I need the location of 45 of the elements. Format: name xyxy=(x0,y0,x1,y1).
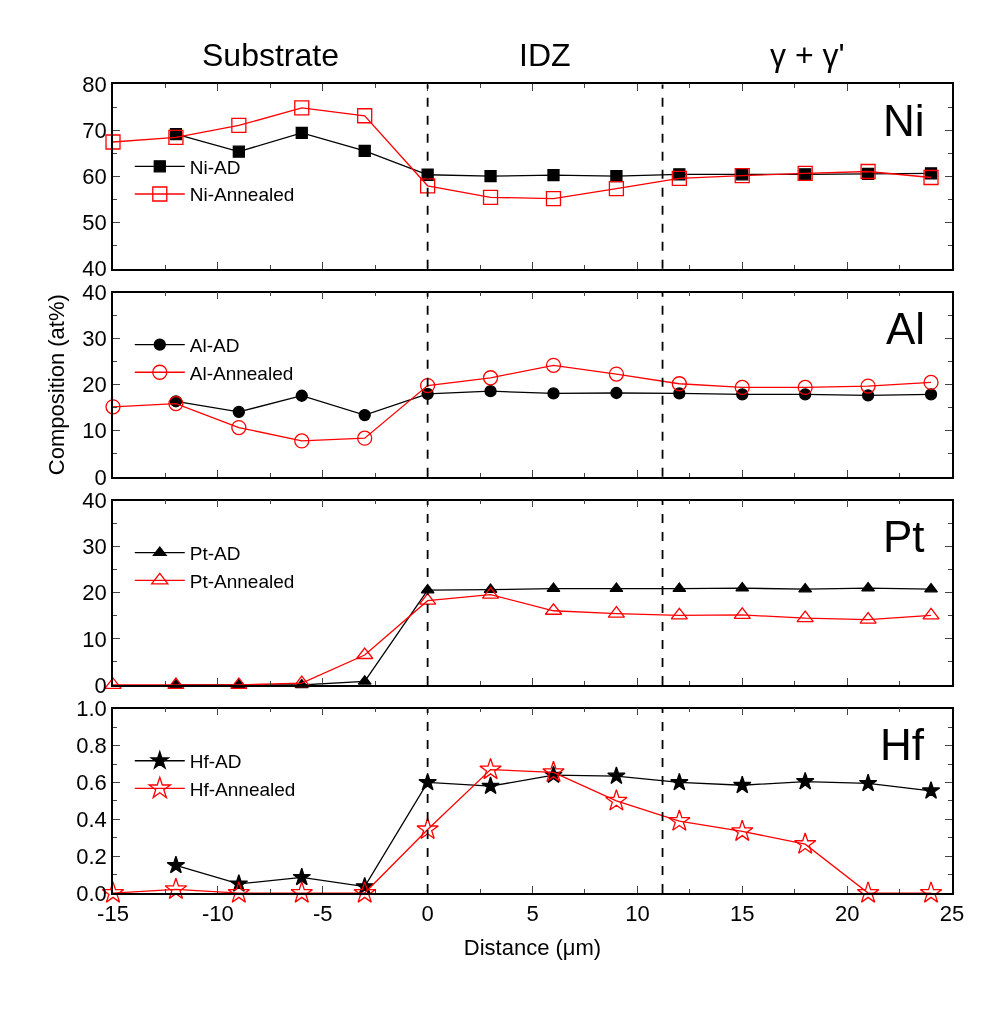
legend-label: Ni-AD xyxy=(189,156,241,178)
legend-label: Hf-Annealed xyxy=(189,778,296,800)
y-tick-label: 50 xyxy=(82,210,107,236)
y-tick-label: 10 xyxy=(82,626,107,652)
text: γ + γ' xyxy=(770,37,845,73)
annotation: Al xyxy=(886,304,926,353)
y-tick-label: 20 xyxy=(82,580,107,606)
legend-label: Ni-Annealed xyxy=(189,184,295,206)
text: IDZ xyxy=(519,37,571,73)
y-tick-label: 0.2 xyxy=(76,843,107,869)
y-tick-label: 40 xyxy=(82,488,107,514)
x-tick-label: -5 xyxy=(312,901,333,927)
y-tick-label: 30 xyxy=(82,534,107,560)
annotation: Pt xyxy=(883,512,925,561)
y-tick-label: 0.4 xyxy=(76,807,107,833)
annotation: Hf xyxy=(880,720,925,769)
y-axis-title: Composition (at%) xyxy=(43,294,69,476)
y-tick-label: 0 xyxy=(94,464,107,490)
x-tick-label: 20 xyxy=(834,901,860,927)
legend-label: Pt-Annealed xyxy=(189,570,295,592)
x-tick-label: -10 xyxy=(201,901,234,927)
x-tick-label: 0 xyxy=(421,901,434,927)
x-axis-title: Distance (μm) xyxy=(463,934,602,960)
x-tick-label: 10 xyxy=(625,901,650,927)
y-tick-label: 70 xyxy=(82,118,107,144)
y-tick-label: 10 xyxy=(82,418,107,444)
y-tick-label: 40 xyxy=(82,256,107,282)
x-tick-label: 25 xyxy=(939,901,965,927)
y-tick-label: 0 xyxy=(94,672,107,698)
y-tick-label: 60 xyxy=(82,164,107,190)
y-tick-label: 0.6 xyxy=(76,770,107,796)
x-tick-label: 15 xyxy=(730,901,755,927)
y-tick-label: 30 xyxy=(82,326,107,352)
y-tick-label: 80 xyxy=(82,72,107,98)
legend-label: Al-Annealed xyxy=(189,362,294,384)
annotation: Ni xyxy=(883,96,925,145)
text: Substrate xyxy=(202,37,339,73)
legend-label: Pt-AD xyxy=(189,543,241,565)
x-tick-label: 5 xyxy=(526,901,539,927)
y-tick-label: 0.8 xyxy=(76,733,107,759)
legend-label: Al-AD xyxy=(189,334,240,356)
y-tick-label: 20 xyxy=(82,372,107,398)
legend-label: Hf-AD xyxy=(189,751,242,773)
y-tick-label: 1.0 xyxy=(76,696,107,722)
y-tick-label: 40 xyxy=(82,280,107,306)
